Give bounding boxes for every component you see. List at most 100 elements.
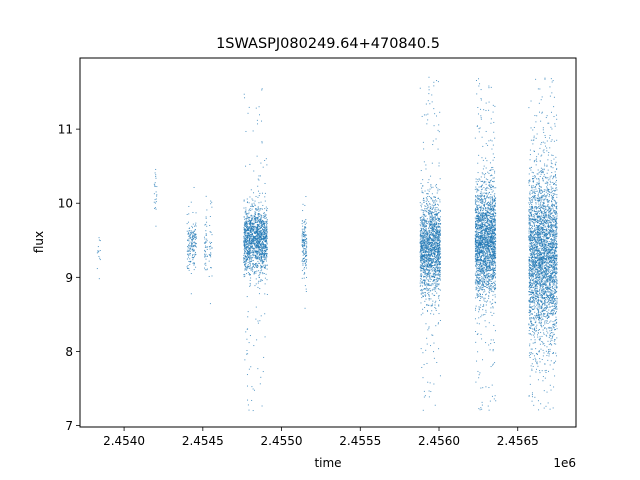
data-point bbox=[480, 407, 482, 409]
data-point bbox=[247, 236, 249, 238]
data-point bbox=[435, 221, 437, 223]
data-point bbox=[490, 203, 492, 205]
data-point bbox=[493, 262, 495, 264]
data-point bbox=[247, 311, 249, 313]
data-point bbox=[262, 220, 264, 222]
data-point bbox=[482, 262, 484, 264]
data-point bbox=[484, 264, 486, 266]
data-point bbox=[429, 242, 431, 244]
data-point bbox=[478, 250, 480, 252]
data-point bbox=[433, 234, 435, 236]
data-point bbox=[265, 230, 267, 232]
data-point bbox=[424, 214, 426, 216]
data-point bbox=[482, 283, 484, 285]
data-point bbox=[249, 264, 251, 266]
data-point bbox=[263, 240, 265, 242]
data-point bbox=[301, 233, 303, 235]
data-point bbox=[438, 305, 440, 307]
data-point bbox=[434, 232, 436, 234]
data-point bbox=[491, 314, 493, 316]
data-point bbox=[494, 219, 496, 221]
data-point bbox=[254, 200, 256, 202]
data-point bbox=[436, 232, 438, 234]
data-point bbox=[423, 225, 425, 227]
data-point bbox=[428, 76, 430, 78]
data-point bbox=[258, 230, 260, 232]
data-point bbox=[428, 245, 430, 247]
data-point bbox=[494, 261, 496, 263]
data-point bbox=[420, 284, 422, 286]
data-point bbox=[260, 257, 262, 259]
data-point bbox=[482, 284, 484, 286]
data-point bbox=[419, 217, 421, 219]
data-point bbox=[428, 259, 430, 261]
data-point bbox=[422, 352, 424, 354]
data-point bbox=[480, 387, 482, 389]
data-point bbox=[420, 219, 422, 221]
data-point bbox=[431, 226, 433, 228]
data-point bbox=[423, 251, 425, 253]
data-point bbox=[483, 187, 485, 189]
data-point bbox=[482, 235, 484, 237]
data-point bbox=[480, 219, 482, 221]
data-point bbox=[488, 344, 490, 346]
data-point bbox=[420, 264, 422, 266]
data-point bbox=[244, 264, 246, 266]
data-point bbox=[493, 244, 495, 246]
data-point bbox=[254, 232, 256, 234]
data-point bbox=[430, 298, 432, 300]
data-point bbox=[245, 265, 247, 267]
data-point bbox=[429, 213, 431, 215]
data-point bbox=[258, 248, 260, 250]
data-point bbox=[250, 257, 252, 259]
data-point bbox=[484, 217, 486, 219]
data-point bbox=[426, 255, 428, 257]
data-point bbox=[479, 409, 481, 411]
data-point bbox=[437, 261, 439, 263]
data-point bbox=[428, 238, 430, 240]
data-point bbox=[489, 179, 491, 181]
data-point bbox=[478, 261, 480, 263]
data-point bbox=[439, 230, 441, 232]
data-point bbox=[436, 192, 438, 194]
data-point bbox=[252, 263, 254, 265]
data-point bbox=[249, 227, 251, 229]
data-point bbox=[260, 234, 262, 236]
data-point bbox=[188, 240, 190, 242]
data-point bbox=[430, 304, 432, 306]
data-point bbox=[420, 257, 422, 259]
data-point bbox=[430, 345, 432, 347]
data-point bbox=[437, 244, 439, 246]
data-point bbox=[265, 229, 267, 231]
data-point bbox=[492, 249, 494, 251]
data-point bbox=[422, 295, 424, 297]
data-point bbox=[246, 223, 248, 225]
data-point bbox=[243, 238, 245, 240]
data-point bbox=[439, 241, 441, 243]
data-point bbox=[189, 261, 191, 263]
data-point bbox=[482, 261, 484, 263]
data-point bbox=[428, 283, 430, 285]
data-point bbox=[430, 212, 432, 214]
data-point bbox=[245, 239, 247, 241]
data-point bbox=[194, 245, 196, 247]
data-point bbox=[492, 264, 494, 266]
data-point bbox=[425, 294, 427, 296]
data-point bbox=[420, 247, 422, 249]
data-point bbox=[306, 276, 308, 278]
data-point bbox=[190, 236, 192, 238]
data-point bbox=[423, 244, 425, 246]
data-point bbox=[263, 247, 265, 249]
data-point bbox=[252, 263, 254, 265]
data-point bbox=[436, 214, 438, 216]
data-point bbox=[422, 267, 424, 269]
data-point bbox=[257, 322, 259, 324]
data-point bbox=[433, 235, 435, 237]
data-point bbox=[260, 230, 262, 232]
data-point bbox=[203, 236, 205, 238]
data-point bbox=[257, 260, 259, 262]
data-point bbox=[479, 252, 481, 254]
data-point bbox=[257, 265, 259, 267]
data-point bbox=[426, 248, 428, 249]
data-point bbox=[475, 222, 477, 224]
